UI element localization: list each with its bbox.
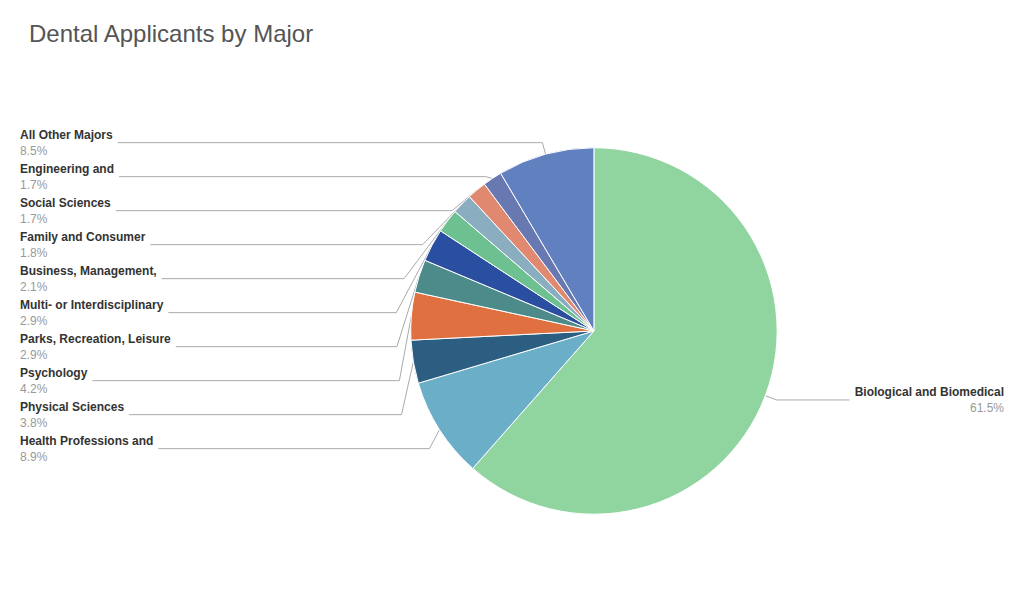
svg-text:Psychology: Psychology — [20, 366, 88, 380]
svg-text:Parks, Recreation, Leisure: Parks, Recreation, Leisure — [20, 332, 171, 346]
svg-text:3.8%: 3.8% — [20, 416, 48, 430]
svg-text:1.7%: 1.7% — [20, 178, 48, 192]
svg-text:Family and Consumer: Family and Consumer — [20, 230, 146, 244]
svg-text:All Other Majors: All Other Majors — [20, 128, 113, 142]
svg-text:Biological and Biomedical: Biological and Biomedical — [855, 385, 1004, 399]
svg-text:Health Professions and: Health Professions and — [20, 434, 153, 448]
svg-text:Business, Management,: Business, Management, — [20, 264, 157, 278]
svg-text:8.5%: 8.5% — [20, 144, 48, 158]
svg-text:Multi- or Interdisciplinary: Multi- or Interdisciplinary — [20, 298, 164, 312]
svg-text:1.7%: 1.7% — [20, 212, 48, 226]
svg-text:Engineering and: Engineering and — [20, 162, 114, 176]
svg-text:4.2%: 4.2% — [20, 382, 48, 396]
svg-text:2.9%: 2.9% — [20, 314, 48, 328]
svg-text:2.9%: 2.9% — [20, 348, 48, 362]
svg-text:Dental Applicants by Major: Dental Applicants by Major — [29, 20, 313, 47]
svg-text:Social Sciences: Social Sciences — [20, 196, 111, 210]
svg-text:2.1%: 2.1% — [20, 280, 48, 294]
svg-text:Physical Sciences: Physical Sciences — [20, 400, 124, 414]
svg-text:61.5%: 61.5% — [970, 401, 1004, 415]
svg-text:8.9%: 8.9% — [20, 450, 48, 464]
svg-text:1.8%: 1.8% — [20, 246, 48, 260]
